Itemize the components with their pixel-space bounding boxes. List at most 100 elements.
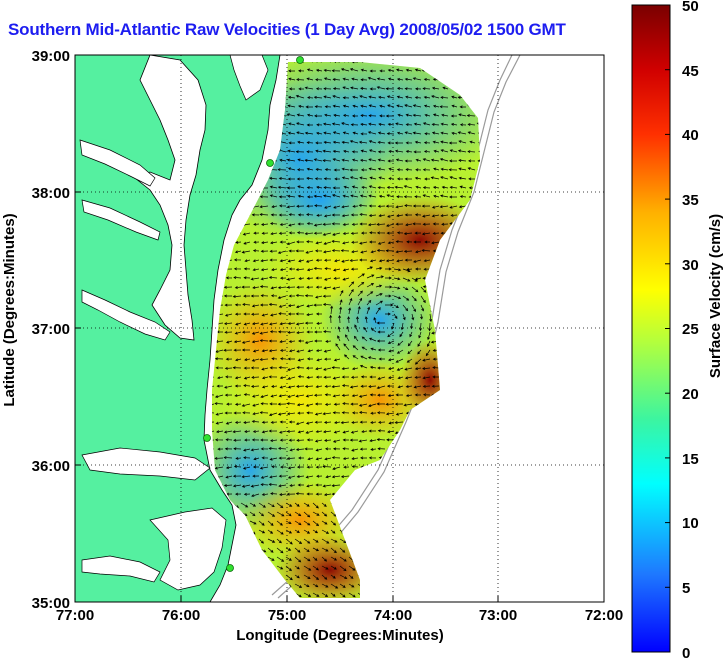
velocity-arrow [297,430,305,434]
velocity-arrow [351,457,359,461]
velocity-arrow [368,194,377,198]
velocity-arrow [441,222,449,226]
velocity-arrow [404,204,413,208]
velocity-arrow [235,322,242,326]
velocity-arrow [412,131,422,135]
velocity-arrow [212,430,215,434]
velocity-arrow [224,385,233,389]
velocity-arrow [304,447,314,451]
velocity-arrow [387,331,395,338]
velocity-arrow [296,78,305,82]
velocity-arrow [350,194,359,198]
x-tick-label: 75:00 [268,607,306,624]
velocity-arrow [375,300,384,306]
velocity-arrow [405,123,413,127]
velocity-arrow [342,222,350,226]
velocity-arrow [315,375,323,379]
velocity-arrow [431,384,440,388]
velocity-arrow [306,176,314,180]
velocity-arrow [449,176,458,180]
velocity-arrow [332,411,341,415]
velocity-arrow [250,448,260,452]
velocity-arrow [331,222,341,226]
velocity-arrow [212,420,215,424]
velocity-arrow [395,250,404,254]
velocity-arrow [304,340,314,344]
velocity-arrow [296,285,305,289]
velocity-arrow [361,430,368,434]
velocity-arrow [377,366,385,370]
velocity-arrow [321,592,329,597]
velocity-arrow [333,268,341,272]
velocity-arrow [378,122,386,126]
velocity-arrow [286,456,296,460]
velocity-arrow [377,330,385,334]
velocity-arrow [349,140,359,144]
velocity-arrow [337,335,341,342]
station-marker [266,159,274,167]
velocity-arrow [433,194,440,198]
velocity-arrow [316,358,323,362]
velocity-arrow [277,402,287,406]
velocity-arrow [322,222,332,226]
velocity-arrow [305,259,314,263]
velocity-arrow [313,158,323,162]
velocity-arrow [306,77,314,81]
velocity-arrow [422,186,431,190]
velocity-arrow [339,290,344,297]
velocity-arrow [269,222,278,226]
velocity-arrow [440,131,449,135]
velocity-arrow [431,95,440,99]
velocity-arrow [323,140,332,144]
velocity-arrow [303,520,311,526]
velocity-arrow [350,402,359,406]
velocity-arrow [334,421,341,425]
velocity-arrow [414,231,422,235]
velocity-arrow [378,259,386,263]
velocity-arrow [234,394,242,398]
velocity-arrow [422,214,431,218]
y-tick-label: 36:00 [32,458,70,475]
velocity-arrow [279,158,287,162]
velocity-arrow [394,149,404,153]
velocity-arrow [449,149,458,153]
velocity-arrow [330,556,338,561]
velocity-arrow [369,365,377,369]
velocity-arrow [286,241,296,246]
velocity-arrow [271,465,278,469]
velocity-arrow [403,249,413,253]
velocity-arrow [349,68,359,72]
velocity-arrow [278,394,287,398]
velocity-arrow [287,367,296,371]
velocity-arrow [368,456,377,460]
velocity-arrow [404,177,413,181]
velocity-arrow [260,438,269,442]
velocity-arrow [296,113,305,117]
velocity-arrow [321,511,328,517]
velocity-arrow [315,141,323,145]
velocity-arrow [251,420,260,424]
velocity-arrow [375,293,383,297]
velocity-arrow [323,277,332,281]
velocity-arrow [296,177,305,181]
velocity-arrow [303,583,310,588]
velocity-arrow [214,438,224,442]
velocity-arrow [294,538,303,544]
velocity-arrow [259,466,269,470]
velocity-arrow [450,114,458,118]
velocity-arrow [343,185,350,189]
velocity-arrow [330,538,338,543]
hf-radar-stations [203,56,304,572]
velocity-arrow [243,241,251,245]
velocity-arrow [366,266,374,270]
velocity-arrow [415,168,422,172]
velocity-arrow [270,232,278,236]
velocity-arrow [396,214,404,218]
velocity-arrow [306,304,314,308]
velocity-arrow [224,411,233,415]
velocity-arrow [223,456,233,460]
velocity-arrow [259,411,269,415]
velocity-arrow [323,241,332,245]
velocity-arrow [357,290,363,297]
velocity-arrow [258,520,265,526]
